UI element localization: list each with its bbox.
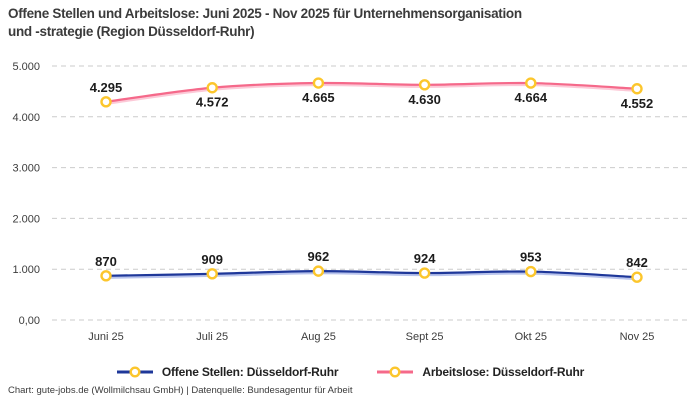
legend-label-offene-stellen: Offene Stellen: Düsseldorf-Ruhr: [161, 365, 339, 379]
data-point-label: 4.552: [621, 96, 654, 111]
y-tick-label: 5.000: [12, 61, 40, 73]
data-point-marker[interactable]: [312, 265, 325, 277]
data-point-marker[interactable]: [100, 96, 112, 108]
data-point-marker[interactable]: [312, 77, 325, 89]
data-point-label: 870: [95, 254, 117, 269]
y-tick-label: 0,00: [19, 315, 40, 327]
series-line: [104, 270, 639, 279]
data-point-marker[interactable]: [631, 83, 643, 95]
data-point-label: 924: [414, 251, 436, 266]
x-axis-label: Okt 25: [515, 331, 547, 343]
data-point-label: 4.295: [90, 80, 123, 95]
data-point-marker[interactable]: [100, 270, 112, 282]
attribution-text: Chart: gute-jobs.de (Wollmilchsau GmbH) …: [8, 385, 353, 396]
series-line-shadow: [105, 82, 638, 105]
x-axis-label: Nov 25: [620, 331, 655, 343]
legend-item-offene-stellen[interactable]: Offene Stellen: Düsseldorf-Ruhr: [116, 365, 339, 379]
line-marker-icon: [377, 366, 414, 378]
data-point-label: 962: [308, 249, 330, 264]
chart-title: Offene Stellen und Arbeitslose: Juni 202…: [8, 5, 522, 41]
data-point-label: 842: [626, 255, 648, 270]
data-point-label: 4.572: [196, 95, 229, 110]
y-tick-label: 1.000: [12, 264, 40, 276]
x-axis-label: Juni 25: [88, 331, 123, 343]
x-axis-label: Aug 25: [301, 331, 336, 343]
data-point-marker[interactable]: [206, 268, 218, 280]
data-point-marker[interactable]: [418, 79, 431, 91]
y-tick-label: 3.000: [12, 163, 40, 175]
legend-item-arbeitslose[interactable]: Arbeitslose: Düsseldorf-Ruhr: [376, 365, 584, 379]
chart-title-line2: und -strategie (Region Düsseldorf-Ruhr): [8, 24, 255, 39]
data-point-marker[interactable]: [525, 77, 537, 89]
chart-legend: Offene Stellen: Düsseldorf-Ruhr Arbeitsl…: [0, 359, 700, 385]
x-axis-label: Juli 25: [196, 331, 228, 343]
data-point-marker[interactable]: [206, 82, 218, 94]
data-point-label: 909: [201, 252, 223, 267]
line-marker-icon: [116, 366, 153, 378]
data-point-marker[interactable]: [525, 265, 537, 278]
y-tick-label: 2.000: [12, 213, 40, 225]
data-point-label: 4.630: [408, 92, 441, 107]
legend-label-arbeitslose: Arbeitslose: Düsseldorf-Ruhr: [422, 365, 585, 379]
data-point-label: 4.665: [302, 90, 335, 105]
y-tick-label: 4.000: [12, 112, 40, 124]
chart-title-line1: Offene Stellen und Arbeitslose: Juni 202…: [8, 6, 522, 21]
series-line-shadow: [105, 270, 638, 281]
series-line: [104, 81, 639, 103]
data-point-label: 4.664: [515, 90, 548, 105]
data-point-marker[interactable]: [631, 271, 643, 283]
data-point-label: 953: [520, 250, 542, 265]
x-axis-label: Sept 25: [406, 331, 444, 343]
data-point-marker[interactable]: [418, 267, 431, 279]
